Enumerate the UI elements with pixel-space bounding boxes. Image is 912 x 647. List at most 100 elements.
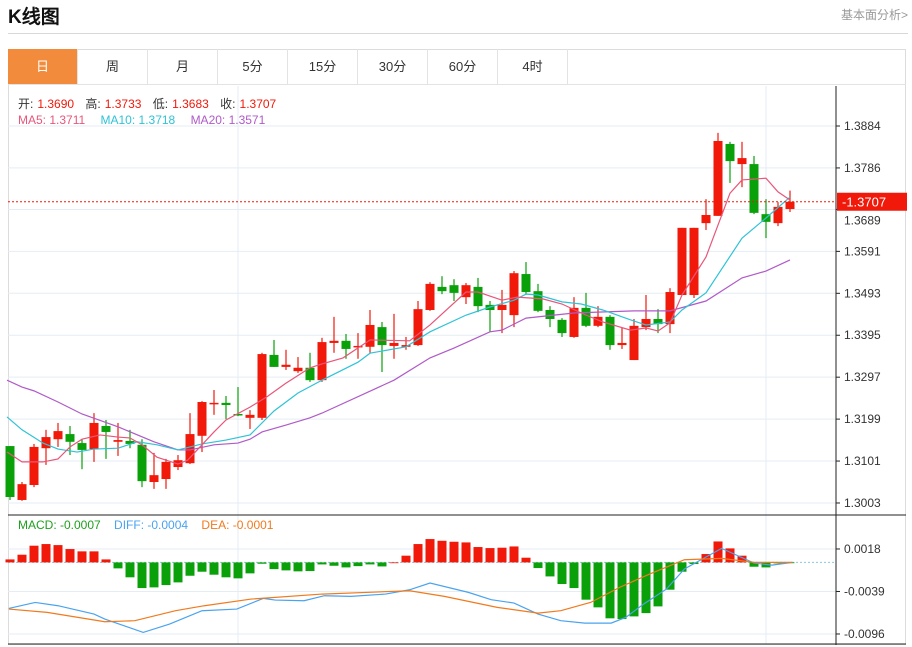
low-value: 1.3683 bbox=[172, 97, 209, 111]
candle-up bbox=[785, 201, 795, 210]
candle-up bbox=[161, 461, 171, 480]
candle-up bbox=[713, 140, 723, 216]
macd-value: MACD: -0.0007 bbox=[18, 518, 101, 532]
candle-up bbox=[773, 206, 783, 224]
macd-histogram-bar bbox=[281, 562, 291, 571]
candle-up bbox=[737, 158, 747, 165]
macd-histogram-bar bbox=[353, 562, 363, 567]
macd-histogram-bar bbox=[269, 562, 279, 570]
candle-down bbox=[605, 316, 615, 346]
diff-value: DIFF: -0.0004 bbox=[114, 518, 189, 532]
candle-down bbox=[77, 443, 87, 450]
candle-up bbox=[353, 345, 363, 348]
candle-up bbox=[701, 215, 711, 224]
tab-5min[interactable]: 5分 bbox=[218, 49, 288, 84]
candle-up bbox=[113, 440, 123, 442]
macd-histogram-bar bbox=[377, 562, 387, 567]
candle-down bbox=[473, 286, 483, 307]
macd-histogram-bar bbox=[113, 562, 123, 569]
candle-up bbox=[509, 273, 519, 316]
macd-histogram-bar bbox=[581, 562, 591, 600]
ma10-line bbox=[6, 196, 791, 453]
candle-up bbox=[641, 318, 651, 328]
macd-histogram-bar bbox=[653, 562, 663, 607]
candle-down bbox=[377, 327, 387, 346]
ohlc-legend: 开: 1.3690 高: 1.3733 低: 1.3683 收: 1.3707 bbox=[18, 95, 280, 112]
macd-histogram-bar bbox=[497, 547, 507, 563]
macd-histogram-bar bbox=[77, 551, 87, 563]
macd-histogram-bar bbox=[389, 562, 399, 564]
open-label: 开: bbox=[18, 97, 34, 111]
price-tick-label: 1.3003 bbox=[844, 496, 881, 510]
candle-up bbox=[389, 342, 399, 346]
candle-up bbox=[41, 437, 51, 449]
candle-up bbox=[329, 340, 339, 343]
dea-line bbox=[8, 557, 793, 623]
candle-down bbox=[5, 446, 15, 497]
candle-up bbox=[185, 434, 195, 464]
price-tick-label: 1.3297 bbox=[844, 370, 881, 384]
candle-up bbox=[497, 304, 507, 310]
dea-value: DEA: -0.0001 bbox=[201, 518, 274, 532]
tab-4hour[interactable]: 4时 bbox=[498, 49, 568, 84]
candle-down bbox=[725, 143, 735, 162]
macd-histogram-bar bbox=[701, 554, 711, 563]
candle-up bbox=[209, 402, 219, 405]
macd-histogram-bar bbox=[197, 562, 207, 572]
tab-day[interactable]: 日 bbox=[8, 49, 78, 84]
candle-down bbox=[533, 291, 543, 311]
current-price-label: -1.3707 bbox=[842, 195, 886, 210]
macd-histogram-bar bbox=[245, 562, 255, 574]
macd-histogram-bar bbox=[437, 540, 447, 563]
macd-histogram-bar bbox=[29, 545, 39, 563]
macd-histogram-bar bbox=[749, 562, 759, 567]
candle-up bbox=[689, 227, 699, 296]
page-title: K线图 bbox=[8, 7, 60, 28]
macd-histogram-bar bbox=[161, 562, 171, 586]
macd-histogram-bar bbox=[329, 562, 339, 566]
price-tick-label: 1.3591 bbox=[844, 244, 881, 258]
candle-up bbox=[461, 285, 471, 298]
candle-down bbox=[521, 274, 531, 293]
tab-30min[interactable]: 30分 bbox=[358, 49, 428, 84]
macd-histogram-bar bbox=[665, 562, 675, 590]
candle-up bbox=[149, 475, 159, 483]
candle-up bbox=[617, 342, 627, 346]
macd-histogram-bar bbox=[173, 562, 183, 583]
candle-down bbox=[341, 340, 351, 349]
price-tick-label: 1.3884 bbox=[844, 119, 881, 133]
macd-histogram-bar bbox=[629, 562, 639, 617]
candle-up bbox=[197, 401, 207, 436]
ma5-value: MA5: 1.3711 bbox=[18, 113, 86, 127]
macd-histogram-bar bbox=[473, 547, 483, 563]
header-divider bbox=[8, 33, 908, 34]
macd-histogram-bar bbox=[401, 555, 411, 563]
macd-histogram-bar bbox=[713, 541, 723, 563]
candle-up bbox=[293, 367, 303, 372]
macd-histogram-bar bbox=[413, 544, 423, 563]
fundamental-analysis-link[interactable]: 基本面分析> bbox=[840, 8, 908, 22]
macd-histogram-bar bbox=[569, 562, 579, 589]
candle-down bbox=[557, 319, 567, 334]
tab-week[interactable]: 周 bbox=[78, 49, 148, 84]
macd-histogram-bar bbox=[5, 559, 15, 563]
macd-histogram-bar bbox=[341, 562, 351, 568]
candle-up bbox=[281, 364, 291, 367]
macd-tick-label: -0.0039 bbox=[844, 584, 885, 598]
tab-15min[interactable]: 15分 bbox=[288, 49, 358, 84]
macd-histogram-bar bbox=[257, 562, 267, 564]
macd-histogram-bar bbox=[209, 562, 219, 575]
candle-up bbox=[53, 431, 63, 440]
macd-histogram-bar bbox=[89, 551, 99, 563]
macd-histogram-bar bbox=[425, 539, 435, 563]
high-value: 1.3733 bbox=[104, 97, 142, 111]
tab-month[interactable]: 月 bbox=[148, 49, 218, 84]
ma-legend: MA5: 1.3711 MA10: 1.3718 MA20: 1.3571 bbox=[18, 113, 269, 127]
candle-down bbox=[137, 444, 147, 482]
macd-histogram-bar bbox=[461, 542, 471, 563]
candle-up bbox=[413, 309, 423, 346]
tab-60min[interactable]: 60分 bbox=[428, 49, 498, 84]
low-label: 低: bbox=[152, 97, 169, 111]
candle-down bbox=[581, 307, 591, 326]
